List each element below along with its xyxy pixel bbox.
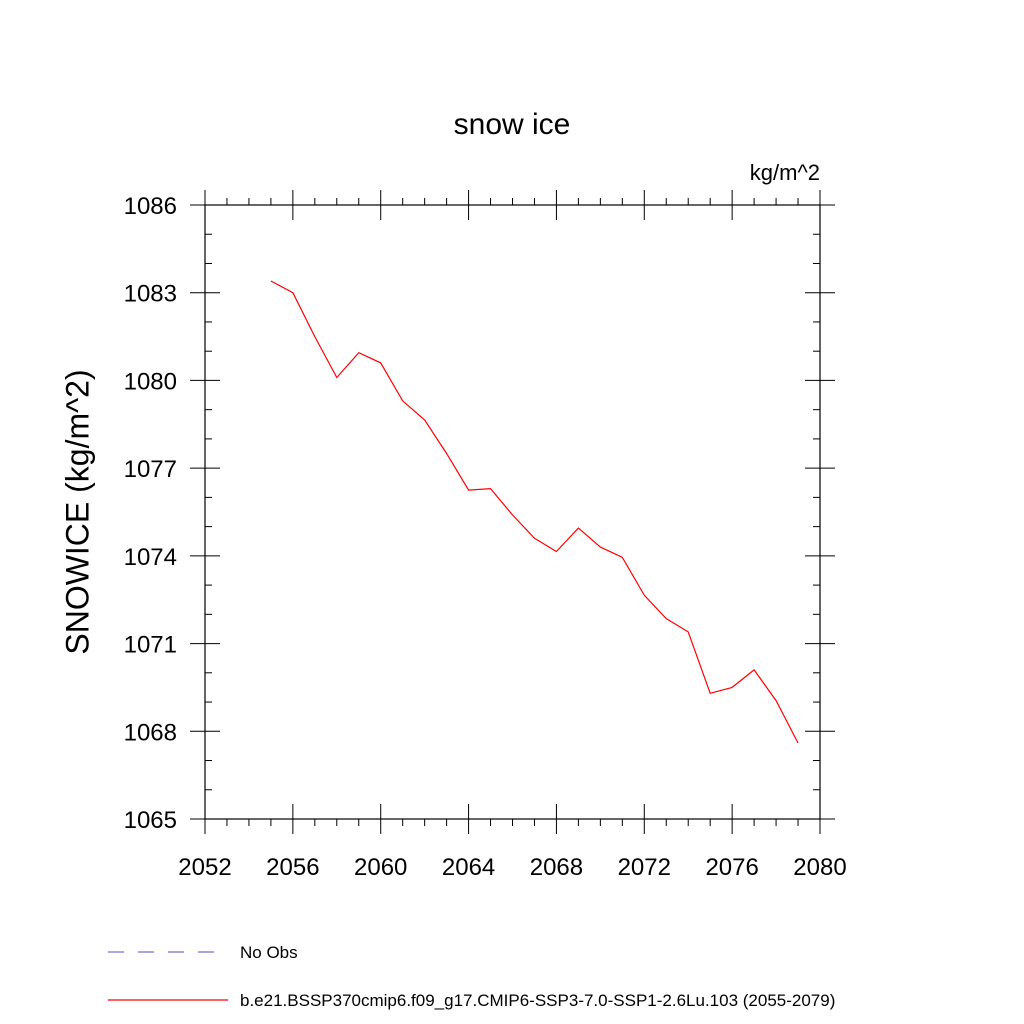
x-tick-label: 2068 [530, 854, 583, 881]
y-tick-label: 1071 [124, 632, 177, 659]
axes: 2052 2056 2060 2064 2068 2072 2076 2080 1065 1068… [124, 190, 847, 881]
x-tick-label: 2064 [442, 854, 495, 881]
legend-label-0: No Obs [240, 943, 298, 962]
x-tick-label: 2080 [793, 854, 846, 881]
y-tick-label: 1083 [124, 281, 177, 308]
x-tick-label: 2052 [178, 854, 231, 881]
chart-title: snow ice [454, 108, 571, 141]
x-tick-label: 2056 [266, 854, 319, 881]
y-tick-label: 1086 [124, 193, 177, 220]
x-tick-label: 2060 [354, 854, 407, 881]
plot-frame [204, 204, 821, 820]
y-tick-label: 1065 [124, 807, 177, 834]
units-label: kg/m^2 [750, 160, 820, 185]
series-line-1 [270, 280, 799, 744]
y-tick-label: 1077 [124, 456, 177, 483]
x-tick-label: 2072 [618, 854, 671, 881]
series-layer [270, 280, 799, 744]
y-tick-label: 1074 [124, 544, 177, 571]
legend: No Obs b.e21.BSSP370cmip6.f09_g17.CMIP6-S… [108, 943, 835, 1010]
legend-label-1: b.e21.BSSP370cmip6.f09_g17.CMIP6-SSP3-7.… [240, 991, 835, 1010]
x-tick-label: 2076 [705, 854, 758, 881]
y-tick-label: 1068 [124, 719, 177, 746]
y-axis-label: SNOWICE (kg/m^2) [59, 369, 95, 654]
y-tick-label: 1080 [124, 368, 177, 395]
